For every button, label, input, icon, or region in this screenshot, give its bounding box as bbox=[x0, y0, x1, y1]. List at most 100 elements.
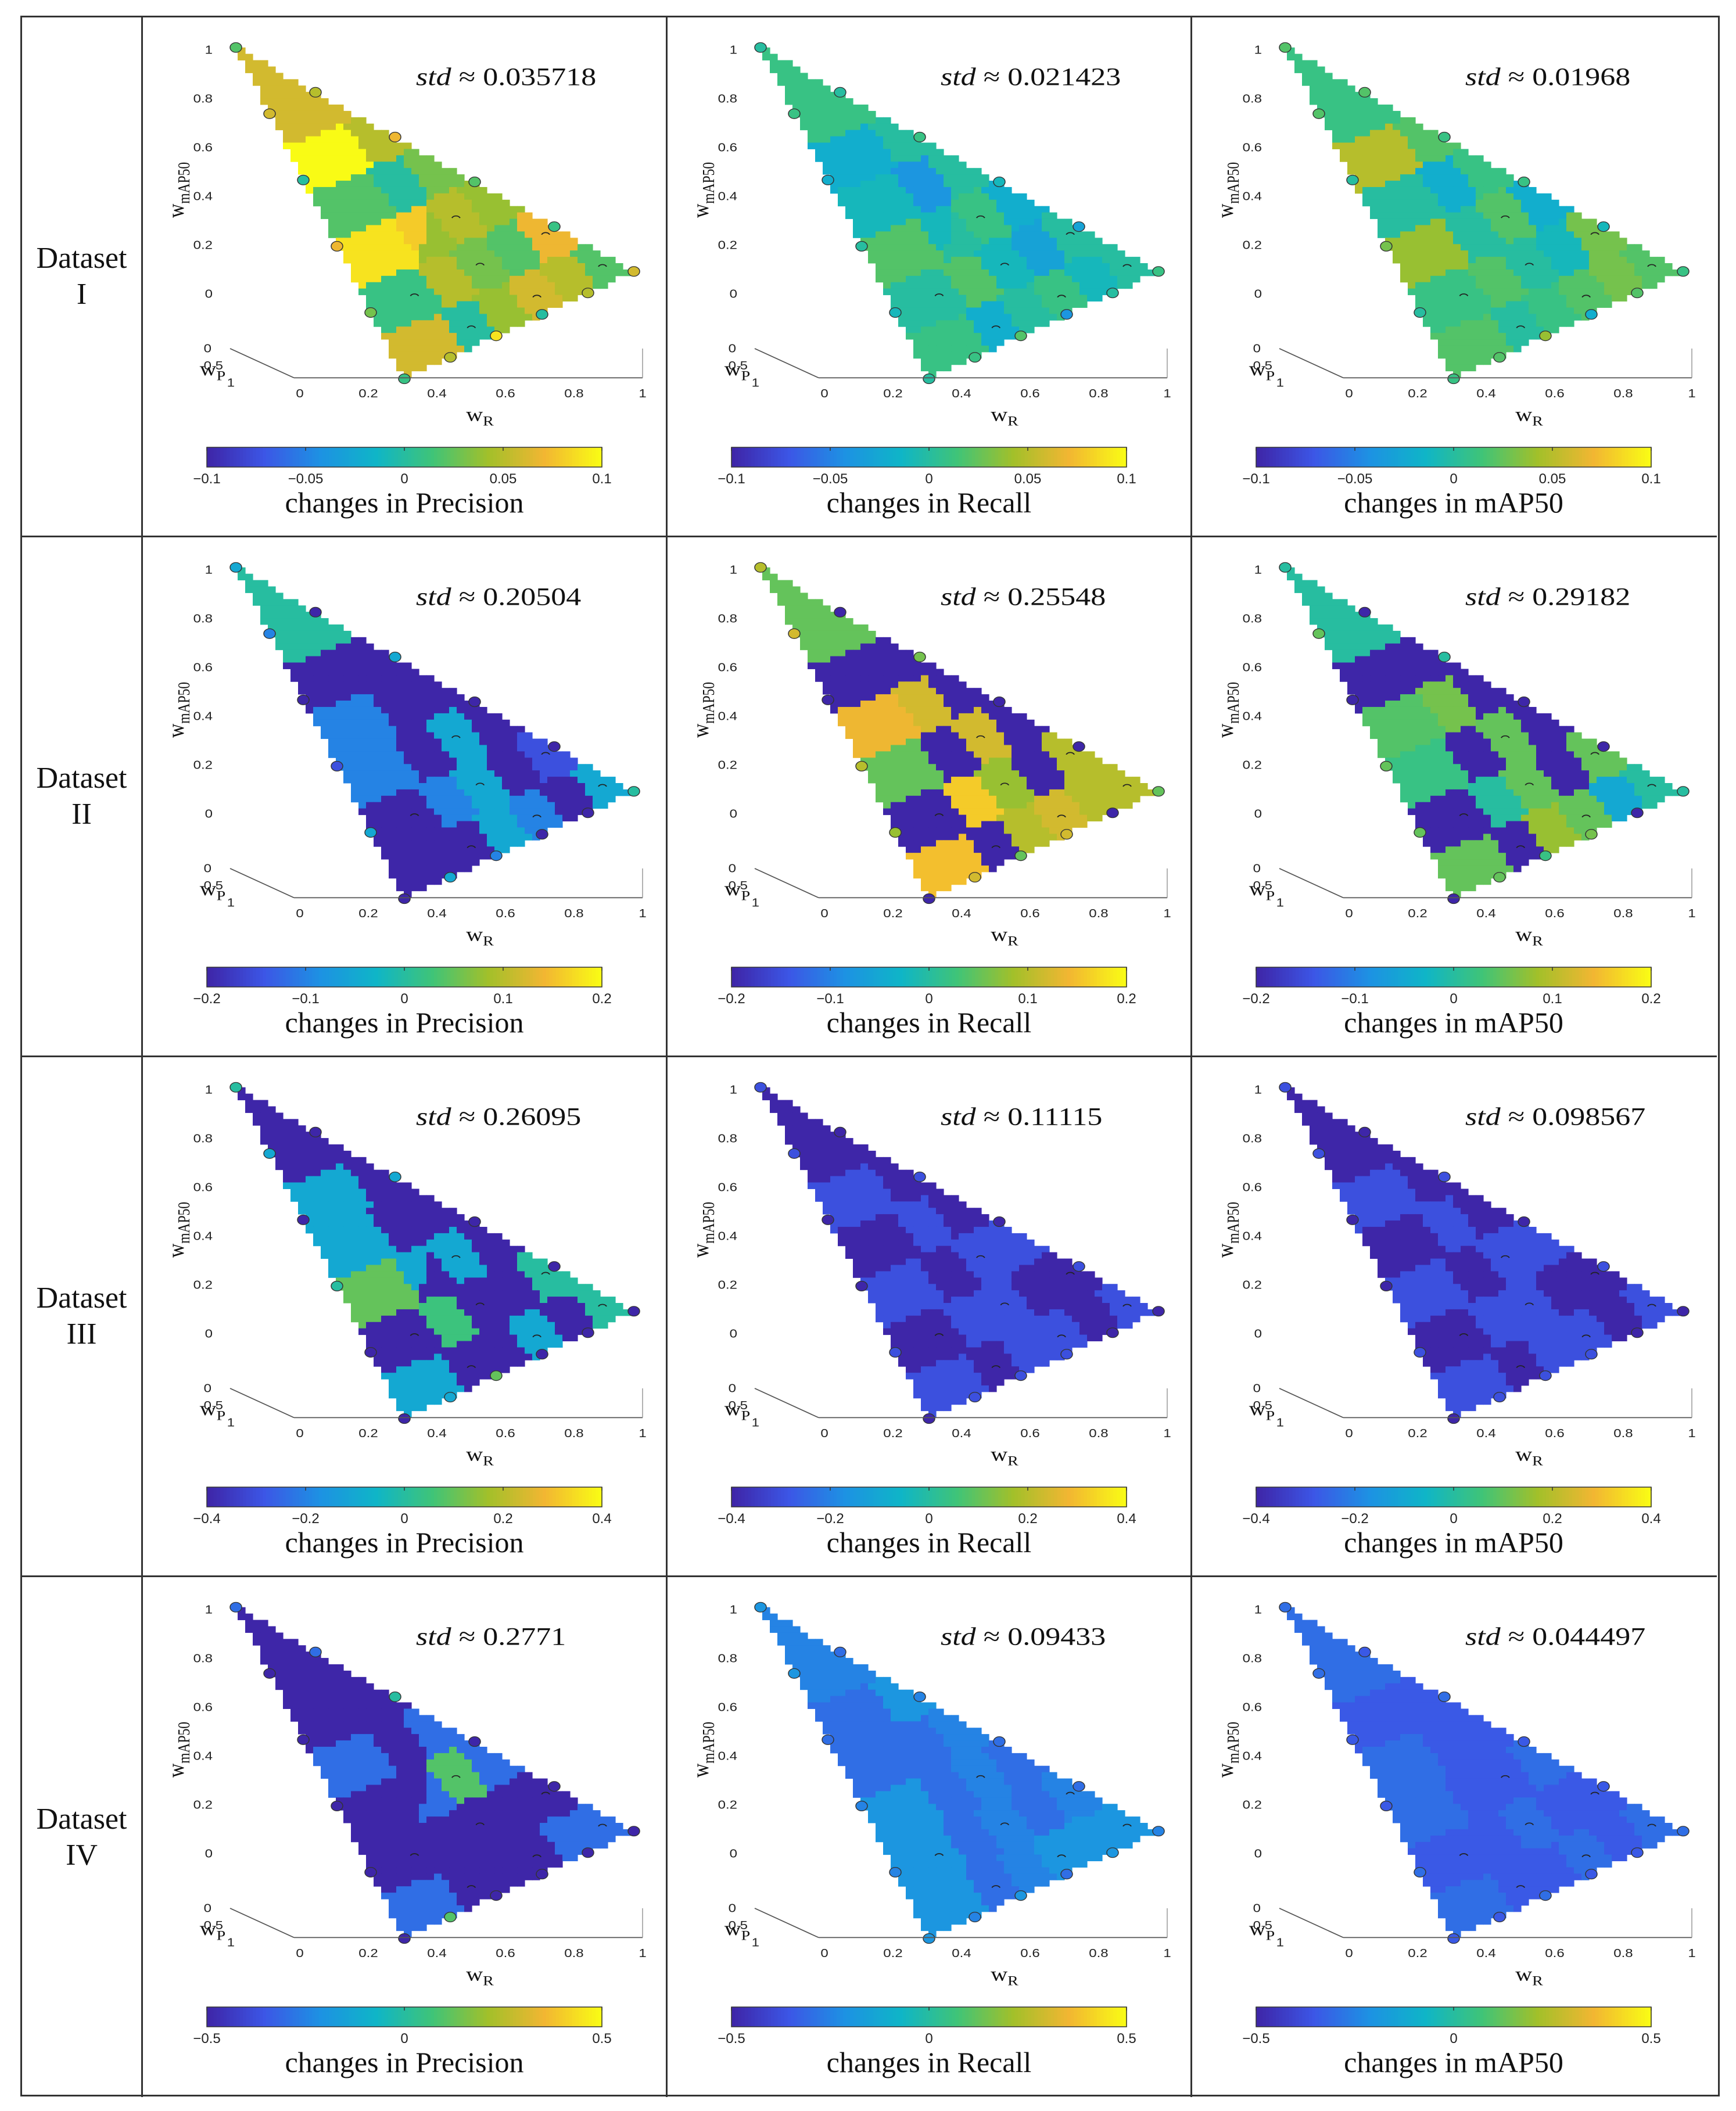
region-marker bbox=[1459, 293, 1469, 296]
heatmap-cell bbox=[510, 295, 518, 302]
colorbar-tick-label: 0.1 bbox=[1641, 471, 1660, 487]
heatmap-cell bbox=[517, 231, 525, 238]
heatmap-cell bbox=[411, 257, 419, 264]
heatmap-cell bbox=[1551, 320, 1559, 327]
heatmap-cell bbox=[1408, 218, 1416, 225]
heatmap-cell bbox=[936, 364, 944, 372]
heatmap-cell bbox=[838, 130, 846, 137]
heatmap-cell bbox=[570, 288, 578, 296]
heatmap-cell bbox=[366, 777, 374, 784]
heatmap-cell bbox=[891, 662, 899, 669]
heatmap-cell bbox=[374, 745, 382, 752]
heatmap-cell bbox=[464, 181, 472, 188]
colorbar-segment bbox=[210, 447, 214, 467]
heatmap-cell bbox=[306, 694, 314, 701]
heatmap-cell bbox=[1551, 238, 1559, 245]
heatmap-cell bbox=[1438, 193, 1446, 200]
heatmap-cell bbox=[1110, 263, 1118, 270]
heatmap-cell bbox=[487, 257, 495, 264]
heatmap-cell bbox=[868, 713, 876, 720]
heatmap-cell bbox=[442, 238, 450, 245]
heatmap-cell bbox=[547, 275, 555, 283]
heatmap-cell bbox=[1378, 186, 1386, 194]
heatmap-cell bbox=[411, 333, 419, 340]
heatmap-regions bbox=[238, 567, 631, 898]
heatmap-cell bbox=[1004, 263, 1012, 270]
heatmap-cell bbox=[419, 326, 427, 333]
heatmap-cell bbox=[868, 669, 876, 676]
heatmap-cell bbox=[898, 314, 906, 321]
heatmap-cell bbox=[876, 212, 884, 220]
colorbar-tick-label: 0 bbox=[925, 471, 932, 487]
heatmap-cell bbox=[442, 840, 450, 847]
heatmap-cell bbox=[502, 238, 510, 245]
heatmap-cell bbox=[358, 713, 367, 720]
heatmap-cell bbox=[1498, 199, 1507, 207]
heatmap-cell bbox=[585, 250, 593, 257]
heatmap-cell bbox=[1612, 250, 1620, 257]
heatmap-cell bbox=[1468, 168, 1476, 175]
heatmap-cell bbox=[1072, 269, 1080, 277]
heatmap-cell bbox=[951, 719, 959, 727]
heatmap-cell bbox=[479, 789, 487, 796]
colorbar-segment bbox=[959, 447, 963, 467]
heatmap-cell bbox=[906, 181, 914, 188]
heatmap-cell bbox=[472, 193, 480, 200]
heatmap-cell bbox=[358, 282, 367, 289]
heatmap-cell bbox=[411, 719, 419, 727]
heatmap-cell bbox=[457, 174, 465, 181]
heatmap-cell bbox=[1430, 333, 1439, 340]
heatmap-cell bbox=[1513, 193, 1522, 200]
heatmap-cell bbox=[1012, 263, 1020, 270]
colorbar-segment bbox=[1490, 447, 1494, 467]
heatmap-cell bbox=[374, 149, 382, 156]
heatmap-cell bbox=[1438, 155, 1446, 162]
heatmap-cell bbox=[1476, 193, 1484, 200]
heatmap-cell bbox=[974, 225, 982, 232]
heatmap-cell bbox=[1393, 174, 1401, 181]
heatmap-cell bbox=[860, 694, 869, 701]
heatmap-cell bbox=[1521, 333, 1529, 340]
heatmap-cell bbox=[876, 681, 884, 688]
heatmap-cell bbox=[532, 757, 540, 764]
heatmap-cell bbox=[1574, 238, 1582, 245]
colorbar-segment bbox=[217, 967, 221, 987]
heatmap-cell bbox=[532, 282, 540, 289]
heatmap-cell bbox=[457, 745, 465, 752]
heatmap-cell bbox=[389, 149, 397, 156]
heatmap-cell bbox=[525, 814, 533, 822]
heatmap-cell bbox=[951, 681, 959, 688]
heatmap-cell bbox=[426, 225, 435, 232]
heatmap-cell bbox=[464, 827, 472, 834]
std-annotation: std ≈ 0.035718 bbox=[416, 63, 596, 91]
heatmap-cell bbox=[981, 275, 989, 283]
heatmap-cell bbox=[951, 212, 959, 220]
heatmap-cell bbox=[479, 244, 487, 251]
heatmap-cell bbox=[1117, 250, 1125, 257]
heatmap-cell bbox=[808, 98, 816, 105]
heatmap-cell bbox=[411, 834, 419, 841]
heatmap-cell bbox=[1310, 98, 1318, 105]
heatmap-cell bbox=[1042, 307, 1050, 314]
heatmap-cell bbox=[951, 295, 959, 302]
heatmap-cell bbox=[419, 814, 427, 822]
heatmap-cell bbox=[358, 649, 367, 657]
heatmap-cell bbox=[1340, 130, 1348, 137]
heatmap-cell bbox=[562, 275, 571, 283]
y-tick-label: 0 bbox=[205, 807, 213, 820]
heatmap-cell bbox=[449, 827, 457, 834]
sample-point bbox=[1073, 221, 1085, 232]
heatmap-cell bbox=[770, 580, 778, 587]
heatmap-cell bbox=[883, 681, 891, 688]
heatmap-cell bbox=[800, 105, 808, 112]
colorbar-segment bbox=[1434, 447, 1438, 467]
heatmap-cell bbox=[351, 694, 359, 701]
heatmap-cell bbox=[1529, 314, 1537, 321]
heatmap-cell bbox=[951, 218, 959, 225]
heatmap-cell bbox=[1491, 244, 1499, 251]
heatmap-cell bbox=[306, 98, 314, 105]
heatmap-cell bbox=[1498, 168, 1507, 175]
heatmap-cell bbox=[1468, 155, 1476, 162]
heatmap-cell bbox=[1597, 231, 1605, 238]
heatmap-cell bbox=[1400, 181, 1408, 188]
